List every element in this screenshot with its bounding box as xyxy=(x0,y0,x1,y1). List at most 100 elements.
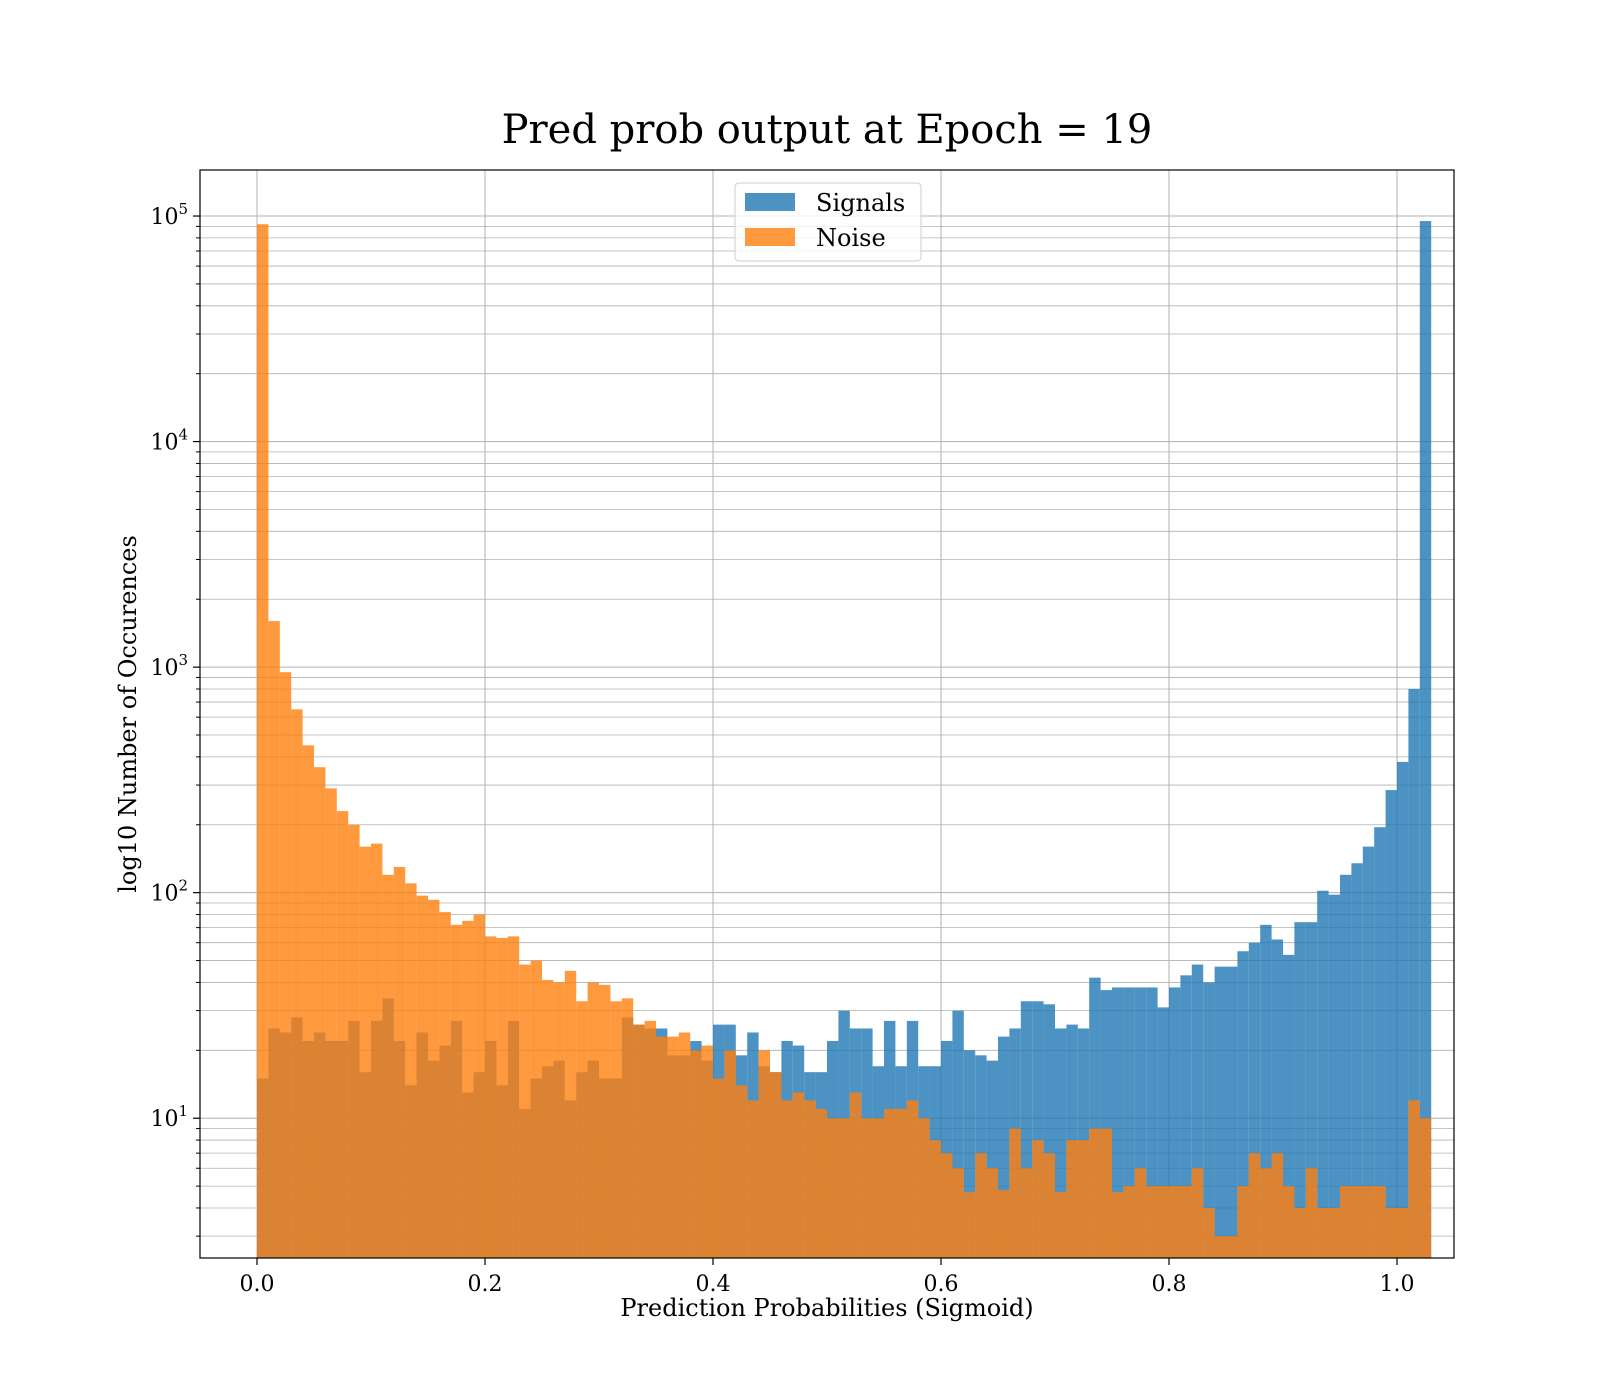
noise-bar xyxy=(553,982,565,1258)
x-tick-label: 0.8 xyxy=(1152,1272,1187,1297)
noise-bar xyxy=(998,1190,1010,1258)
signals-bar xyxy=(1032,1001,1044,1258)
signals-bar xyxy=(1248,942,1261,1258)
signals-bar xyxy=(1180,975,1192,1258)
noise-bar xyxy=(1294,1207,1306,1258)
signals-bar xyxy=(1055,1028,1067,1258)
signals-bar xyxy=(1123,987,1135,1258)
signals-bar xyxy=(1362,846,1375,1258)
noise-bar xyxy=(610,1001,622,1258)
noise-bar xyxy=(929,1140,941,1258)
noise-bar xyxy=(758,1050,770,1258)
noise-bar xyxy=(963,1192,976,1258)
noise-bar xyxy=(1328,1207,1340,1258)
noise-bar xyxy=(371,843,383,1258)
signals-bar xyxy=(1203,982,1215,1258)
noise-bar xyxy=(1066,1140,1078,1258)
noise-bar xyxy=(884,1108,896,1258)
x-tick-label: 0.6 xyxy=(924,1272,959,1297)
signals-bar xyxy=(1169,987,1181,1258)
noise-bar xyxy=(314,767,326,1258)
noise-bar xyxy=(1385,1207,1397,1258)
noise-bar xyxy=(1123,1186,1135,1258)
noise-bar xyxy=(701,1045,713,1258)
noise-bar xyxy=(861,1118,873,1258)
noise-bar xyxy=(393,866,406,1258)
noise-bar xyxy=(1157,1186,1169,1258)
noise-bar xyxy=(507,936,520,1258)
noise-bar xyxy=(1043,1153,1055,1258)
noise-bar xyxy=(336,811,349,1258)
noise-bar xyxy=(1408,1100,1420,1258)
legend-swatch-signals xyxy=(745,193,795,211)
signals-bar xyxy=(1317,890,1329,1258)
noise-bar xyxy=(735,1085,748,1258)
noise-bar xyxy=(1100,1128,1112,1258)
signals-bar xyxy=(1157,1007,1169,1258)
signals-bar xyxy=(1340,874,1352,1258)
signals-bar xyxy=(998,1036,1010,1258)
signals-bar xyxy=(1283,954,1295,1258)
signals-bar xyxy=(1408,688,1420,1258)
signals-bar xyxy=(1351,863,1363,1258)
y-axis-label: log10 Number of Occurences xyxy=(114,535,142,893)
noise-bar xyxy=(1351,1186,1363,1258)
signals-bar xyxy=(1374,827,1386,1258)
x-axis: 0.0 0.2 0.4 0.6 0.8 1.0 xyxy=(240,1258,1415,1297)
y-tick-label: 105 xyxy=(150,200,188,230)
noise-bar xyxy=(257,224,269,1258)
noise-bar xyxy=(770,1072,782,1258)
y-tick-label: 104 xyxy=(150,426,188,456)
signals-bar xyxy=(952,1010,964,1258)
noise-bar xyxy=(1226,1236,1238,1258)
noise-bar xyxy=(359,846,371,1258)
signals-bar xyxy=(963,1050,976,1258)
noise-bar xyxy=(621,998,634,1258)
signals-bar xyxy=(1260,924,1272,1258)
noise-bar xyxy=(941,1153,953,1258)
noise-bar xyxy=(1169,1186,1181,1258)
signals-bar xyxy=(1226,966,1238,1258)
noise-bar xyxy=(302,745,314,1258)
signals-bar xyxy=(1134,987,1147,1258)
noise-bar xyxy=(827,1118,839,1258)
y-axis: 101 102 103 104 105 xyxy=(150,200,200,1237)
noise-bar xyxy=(895,1108,907,1258)
noise-bar xyxy=(906,1100,919,1258)
noise-bar xyxy=(1203,1207,1215,1258)
legend-swatch-noise xyxy=(745,228,795,246)
noise-bar xyxy=(1077,1140,1090,1258)
noise-bar xyxy=(279,672,292,1258)
plot-frame xyxy=(199,169,1455,1259)
noise-bar xyxy=(747,1100,759,1258)
noise-bar xyxy=(713,1078,725,1258)
chart-title: Pred prob output at Epoch = 19 xyxy=(502,107,1153,153)
signals-bar xyxy=(1328,894,1340,1258)
signals-bar xyxy=(1294,922,1306,1258)
series-noise xyxy=(257,224,1432,1258)
y-tick-label: 102 xyxy=(150,877,188,907)
noise-bar xyxy=(450,924,463,1258)
noise-bar xyxy=(1032,1140,1044,1258)
noise-bar xyxy=(724,1050,736,1258)
x-tick-label: 0.4 xyxy=(696,1272,731,1297)
noise-bar xyxy=(462,920,474,1258)
signals-bar xyxy=(1112,987,1124,1258)
noise-bar xyxy=(1260,1168,1272,1258)
signals-bar xyxy=(1237,951,1249,1258)
signals-bar xyxy=(1214,966,1226,1258)
noise-bar xyxy=(587,982,599,1258)
noise-bar xyxy=(656,1036,668,1258)
noise-bar xyxy=(792,1092,805,1258)
noise-bar xyxy=(291,709,303,1258)
noise-bar xyxy=(564,970,577,1258)
signals-bar xyxy=(1385,790,1397,1258)
noise-bar xyxy=(1237,1186,1249,1258)
signals-bar xyxy=(1020,1001,1033,1258)
noise-bar xyxy=(496,937,508,1258)
noise-bar xyxy=(1214,1236,1226,1258)
noise-bar xyxy=(633,1024,645,1258)
noise-bar xyxy=(815,1108,827,1258)
noise-bar xyxy=(1020,1168,1033,1258)
signals-bar xyxy=(1397,761,1409,1258)
